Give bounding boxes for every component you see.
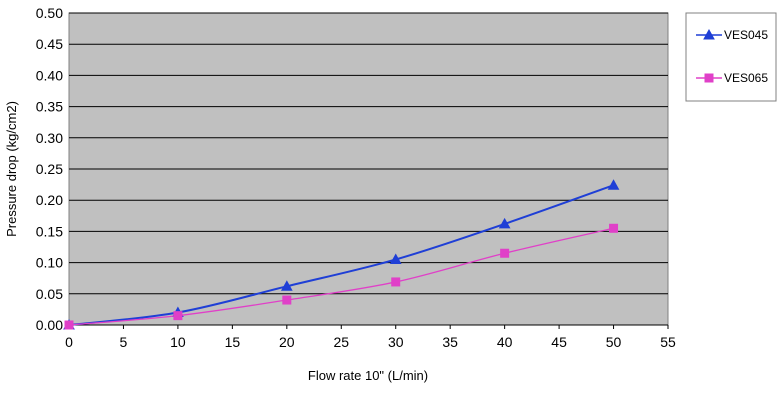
x-tick-label: 55: [660, 334, 676, 350]
x-tick-label: 45: [551, 334, 567, 350]
x-tick-label: 40: [497, 334, 513, 350]
data-point-ves045: [498, 217, 511, 229]
x-tick-label: 50: [606, 334, 622, 350]
data-point-ves065: [391, 277, 401, 287]
data-point-ves065: [500, 248, 510, 258]
y-tick-label: 0.50: [36, 5, 63, 21]
y-tick-label: 0.40: [36, 67, 63, 83]
y-tick-label: 0.25: [36, 161, 63, 177]
x-tick-label: 20: [279, 334, 295, 350]
series-line-ves045: [68, 184, 614, 326]
data-point-ves045: [607, 179, 620, 190]
y-tick-label: 0.30: [36, 130, 63, 146]
legend-marker-ves065: [704, 73, 714, 83]
data-point-ves065: [173, 311, 183, 321]
y-tick-labels: 0.00 0.05 0.10 0.15 0.20 0.25 0.30 0.35 0.40 0.45…: [36, 5, 63, 333]
x-tick-label: 5: [120, 334, 128, 350]
y-tick-label: 0.15: [36, 223, 63, 239]
data-point-ves045: [280, 280, 293, 291]
y-tick-label: 0.45: [36, 36, 63, 52]
x-tick-label: 30: [388, 334, 404, 350]
x-tick-label: 25: [333, 334, 349, 350]
data-point-ves045: [389, 253, 402, 264]
legend-label-ves065: VES065: [724, 71, 768, 85]
x-tick-label: 35: [442, 334, 458, 350]
x-tick-label: 0: [65, 334, 73, 350]
y-tick-label: 0.35: [36, 99, 63, 115]
legend-box: [685, 12, 777, 102]
legend: VES045 VES065: [685, 12, 777, 102]
grid-lines: [68, 12, 669, 329]
series-layer: [63, 179, 620, 330]
x-axis-title: Flow rate 10" (L/min): [308, 368, 428, 383]
data-point-ves065: [282, 295, 292, 305]
legend-marker-ves045: [703, 28, 715, 40]
series-line-ves065: [68, 227, 614, 326]
y-tick-label: 0.10: [36, 255, 63, 271]
data-point-ves065: [64, 320, 74, 330]
y-tick-label: 0.20: [36, 192, 63, 208]
y-axis-title: Pressure drop (kg/cm2): [4, 101, 19, 237]
legend-label-ves045: VES045: [724, 28, 768, 42]
x-tick-labels: 0 5 10 15 20 25 30 35 40 45 50 55: [65, 334, 676, 350]
y-tick-label: 0.00: [36, 317, 63, 333]
y-tick-label: 0.05: [36, 286, 63, 302]
x-tick-label: 15: [225, 334, 241, 350]
x-tick-label: 10: [170, 334, 186, 350]
data-point-ves065: [609, 223, 619, 233]
legend-items: VES045 VES065: [696, 28, 768, 85]
